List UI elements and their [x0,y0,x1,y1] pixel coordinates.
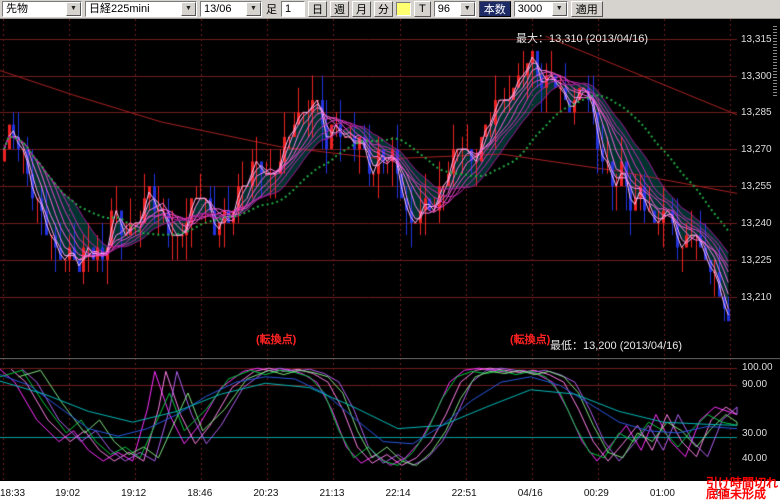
count-select-value: 96 [437,3,450,15]
price-axis-label: 13,255 [741,181,772,193]
chevron-down-icon[interactable]: ▼ [459,2,475,16]
symbol-select[interactable]: 日経225mini ▼ [85,1,197,17]
oscillator-axis-label: 30.00 [742,428,768,439]
period-week-button[interactable]: 週 [330,1,349,17]
right-edge-texture [773,26,777,96]
contract-select[interactable]: 13/06 ▼ [200,1,262,17]
period-month-button[interactable]: 月 [352,1,371,17]
price-axis-label: 13,210 [741,291,772,303]
max-price-annotation: 最大：13,310 (2013/04/16) [516,33,649,45]
price-axis-label: 13,285 [741,107,772,119]
highlight-indicator [396,2,411,16]
time-axis: 18:33 19:02 19:12 18:46 20:23 21:13 22:14 22:51… [0,481,780,500]
time-axis-label: 04/16 [517,488,543,499]
chevron-down-icon[interactable]: ▼ [246,2,261,16]
time-axis-label: 20:23 [253,488,279,499]
count-select[interactable]: 96 ▼ [433,1,476,17]
price-axis-label: 13,300 [741,70,772,82]
chevron-down-icon[interactable]: ▼ [181,2,196,16]
time-axis-label: 19:02 [55,488,81,499]
time-axis-label: 19:12 [121,488,147,499]
chevron-down-icon[interactable]: ▼ [66,2,81,16]
contract-select-value: 13/06 [204,3,232,15]
time-axis-label: 00:29 [583,488,609,499]
bars-count-select[interactable]: 3000 ▼ [513,1,568,17]
time-axis-label: 01:00 [649,488,675,499]
oscillator-axis-label: 40.00 [742,453,768,464]
honsu-button[interactable]: 本数 [478,1,511,17]
price-chart-canvas[interactable] [0,19,780,358]
period-minute-button[interactable]: 分 [374,1,393,17]
symbol-select-value: 日経225mini [89,3,150,15]
time-axis-label: 18:46 [187,488,213,499]
turning-point-label: (転換点) [256,334,297,346]
time-axis-label: 21:13 [319,488,345,499]
toolbar: 先物 ▼ 日経225mini ▼ 13/06 ▼ 足 1 日 週 月 分 T 9… [0,0,780,19]
time-axis-label: 22:14 [385,488,411,499]
t-button[interactable]: T [414,1,431,17]
oscillator-axis-label: 100.00 [742,362,773,373]
bar-interval-value: 1 [285,3,292,15]
time-axis-label: 01: [716,488,730,499]
turning-point-label: (転換点) [510,334,551,346]
oscillator-canvas[interactable] [0,358,780,481]
chevron-down-icon[interactable]: ▼ [551,2,567,16]
min-price-annotation: 最低：13,200 (2013/04/16) [550,340,683,352]
price-axis-label: 13,240 [741,217,772,229]
time-axis-label: 18:33 [0,488,26,499]
warning-line2: 底値未形成 [705,487,766,500]
apply-button[interactable]: 適用 [570,1,603,17]
market-select-value: 先物 [6,3,28,15]
price-axis-label: 13,315 [741,33,772,45]
price-axis-label: 13,270 [741,144,772,156]
period-day-button[interactable]: 日 [308,1,327,17]
oscillator-axis-label: 90.00 [742,379,768,390]
warning-line1: 引け時間切れ [705,476,778,490]
status-warning: 引け時間切れ 底値未形成 [705,476,778,500]
time-axis-label: 22:51 [451,488,477,499]
bar-type-label: 足 [266,4,277,16]
market-select[interactable]: 先物 ▼ [2,1,82,17]
bar-interval-input[interactable]: 1 [281,1,305,17]
time-labels: 18:33 19:02 19:12 18:46 20:23 21:13 22:14 22:51… [0,481,780,500]
bars-count-value: 3000 [517,3,543,15]
price-axis-label: 13,225 [741,254,772,266]
